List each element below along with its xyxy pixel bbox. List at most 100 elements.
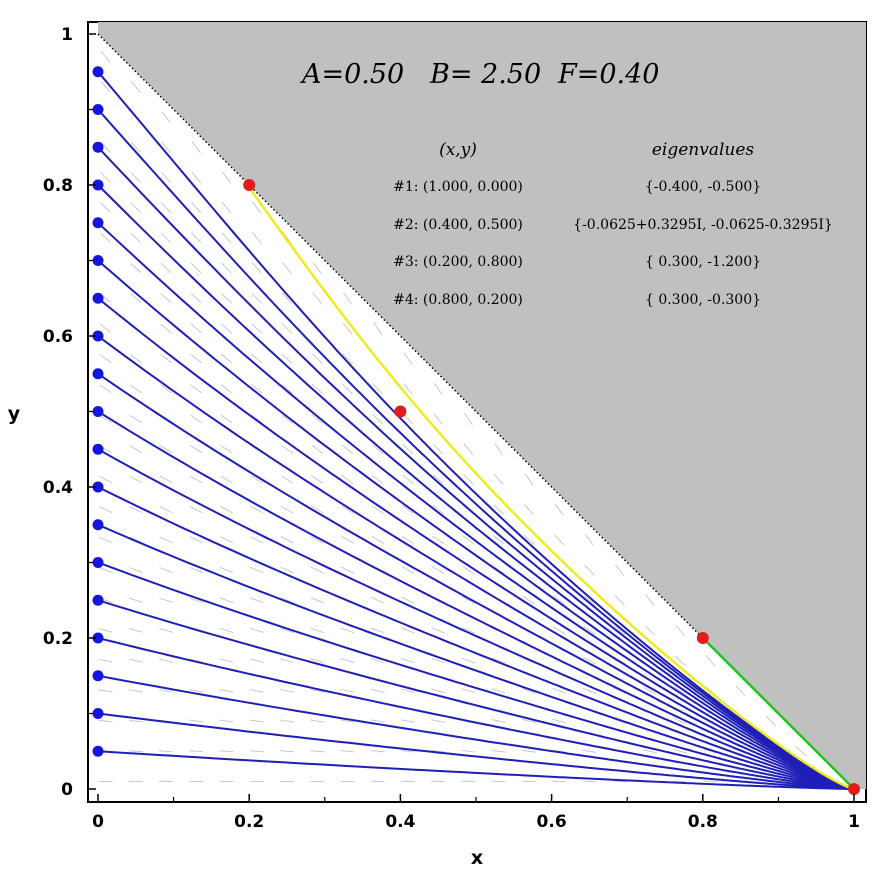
direction-field-dash: [130, 171, 141, 183]
direction-field-dash: [129, 536, 143, 544]
direction-field-dash: [552, 626, 566, 635]
direction-field-dash: [129, 567, 143, 573]
direction-field-dash: [189, 719, 204, 723]
direction-field-dash: [400, 719, 415, 723]
trajectory-start-point: [92, 368, 104, 380]
x-axis-label: x: [471, 847, 483, 869]
trajectory-start-point: [92, 632, 104, 644]
direction-field-dash: [402, 474, 414, 485]
direction-field-dash: [281, 323, 293, 334]
direction-field-dash: [280, 688, 294, 693]
direction-field-dash: [281, 383, 293, 394]
direction-field-dash: [673, 717, 687, 725]
direction-field-dash: [491, 719, 506, 724]
direction-field-dash: [310, 597, 324, 604]
direction-field-dash: [250, 505, 264, 514]
direction-field-dash: [280, 719, 294, 723]
table-row-3-eig: { 0.300, -1.200}: [645, 254, 761, 270]
direction-field-dash: [493, 473, 504, 486]
direction-field-dash: [371, 474, 384, 485]
direction-field-dash: [190, 293, 202, 304]
direction-field-dash: [371, 505, 384, 514]
direction-field-dash: [310, 658, 325, 664]
table-row-4-xy: #4: (0.800, 0.200): [393, 292, 523, 308]
direction-field-dash: [130, 202, 142, 213]
y-tick-label: 0.6: [43, 327, 73, 347]
direction-field-dash: [159, 628, 173, 633]
direction-field-dash: [371, 596, 385, 604]
direction-field-dash: [249, 689, 264, 693]
direction-field-dash: [312, 292, 322, 305]
direction-field-dash: [371, 535, 385, 544]
direction-field-dash: [340, 566, 354, 574]
direction-field-dash: [280, 566, 294, 574]
direction-field-dash: [462, 596, 475, 605]
direction-field-dash: [249, 627, 264, 634]
direction-field-dash: [402, 413, 414, 425]
direction-field-dash: [251, 323, 263, 334]
direction-field-dash: [673, 686, 687, 696]
direction-field-dash: [370, 719, 385, 723]
direction-field-dash: [464, 412, 473, 426]
direction-field-dash: [370, 658, 385, 664]
direction-field-dash: [401, 566, 415, 574]
direction-field-dash: [161, 111, 171, 123]
direction-field-dash: [340, 627, 355, 634]
direction-field-dash: [189, 506, 203, 514]
direction-field-dash: [673, 749, 688, 754]
direction-field-dash: [342, 353, 353, 365]
direction-field-dash: [463, 474, 474, 485]
direction-field-dash: [128, 597, 143, 603]
trajectory-start-point: [92, 594, 104, 606]
direction-field-dash: [100, 81, 111, 93]
direction-field-dash: [100, 141, 111, 153]
direction-field-dash: [431, 657, 445, 664]
direction-field-dash: [340, 750, 355, 753]
direction-field-dash: [342, 383, 353, 395]
direction-field-dash: [584, 533, 594, 546]
direction-field-dash: [100, 232, 112, 243]
y-tick-label: 0.8: [43, 176, 73, 196]
direction-field-dash: [523, 504, 534, 516]
direction-field-dash: [521, 749, 536, 753]
direction-field-dash: [340, 688, 355, 693]
fixed-point: [848, 783, 860, 795]
direction-field-dash: [99, 323, 112, 334]
direction-field-dash: [189, 536, 203, 544]
direction-field-dash: [160, 384, 173, 394]
direction-field-dash: [250, 414, 263, 424]
direction-field-dash: [310, 536, 324, 544]
y-axis-label: y: [8, 403, 21, 425]
direction-field-dash: [130, 232, 142, 244]
direction-field-dash: [582, 687, 597, 695]
direction-field-dash: [128, 750, 143, 753]
direction-field-dash: [311, 475, 324, 484]
direction-field-dash: [522, 688, 536, 694]
direction-field-dash: [401, 688, 415, 694]
direction-field-dash: [431, 566, 445, 575]
direction-field-dash: [98, 689, 113, 693]
direction-field-dash: [130, 141, 141, 153]
direction-field-dash: [340, 719, 355, 723]
direction-field-dash: [249, 719, 264, 723]
direction-field-dash: [401, 505, 414, 515]
direction-field-dash: [99, 414, 112, 424]
direction-field-dash: [160, 202, 172, 214]
param-f: F=0.40: [557, 59, 659, 90]
direction-field-dash: [160, 354, 172, 364]
direction-field-dash: [161, 171, 172, 184]
direction-field-dash: [341, 475, 354, 484]
direction-field-dash: [522, 595, 536, 605]
direction-field-dash: [191, 141, 201, 154]
direction-field-dash: [160, 262, 172, 274]
direction-field-dash: [310, 719, 325, 723]
direction-field-dash: [280, 536, 294, 544]
direction-field-dash: [340, 658, 355, 664]
direction-field-dash: [373, 322, 383, 335]
direction-field-dash: [221, 293, 232, 304]
manifold-4: [701, 637, 855, 790]
direction-field-dash: [251, 292, 262, 304]
direction-field-dash: [250, 566, 264, 574]
direction-field-dash: [159, 445, 173, 454]
direction-field-dash: [251, 262, 262, 274]
